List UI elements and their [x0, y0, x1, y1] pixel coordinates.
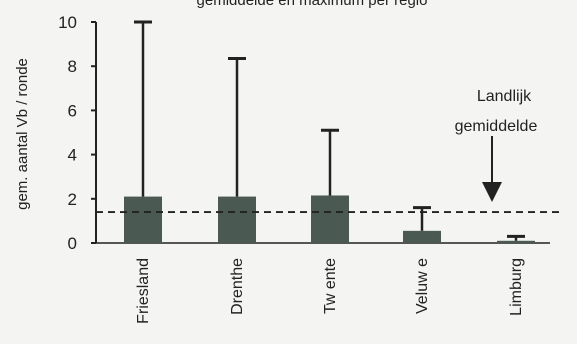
y-tick-label-8: 8: [68, 57, 77, 76]
bar-4: [403, 230, 441, 243]
annotation-line-1: Landlijk: [477, 88, 532, 105]
y-tick-label-10: 10: [58, 13, 77, 32]
bar-3: [311, 195, 349, 243]
x-tick-label-3: Tw ente: [322, 258, 339, 314]
x-tick-label-4: Veluw e: [414, 258, 431, 314]
x-tick-label-5: Limburg: [508, 258, 525, 316]
y-tick-label-6: 6: [68, 101, 77, 120]
y-tick-label-4: 4: [68, 146, 77, 165]
bar-1: [124, 196, 162, 243]
chart-title: gemiddelde en maximum per regio: [197, 0, 428, 9]
annotation-line-2: gemiddelde: [455, 118, 538, 135]
bar-2: [218, 196, 256, 243]
y-axis-title: gem. aantal Vb / ronde: [14, 58, 31, 210]
bar-5: [497, 240, 535, 243]
y-tick-label-2: 2: [68, 190, 77, 209]
x-tick-label-1: Friesland: [135, 258, 152, 324]
x-tick-label-2: Drenthe: [229, 258, 246, 315]
annotation-arrow-head: [482, 182, 502, 202]
y-tick-label-0: 0: [68, 234, 77, 253]
